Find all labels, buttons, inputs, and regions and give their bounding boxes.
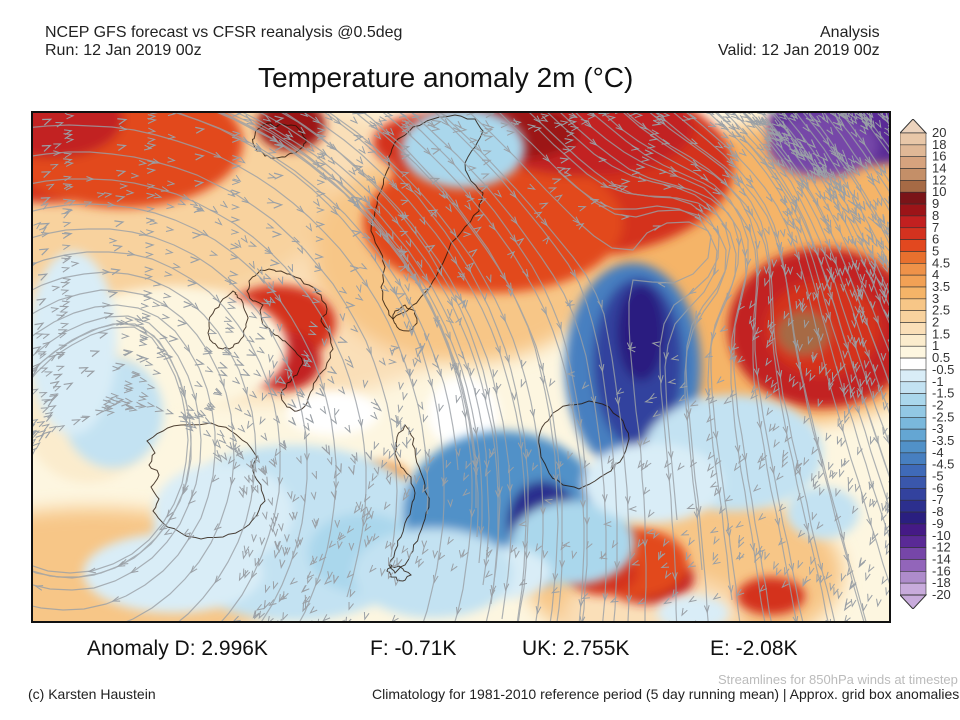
svg-text:-20: -20 xyxy=(932,587,951,602)
